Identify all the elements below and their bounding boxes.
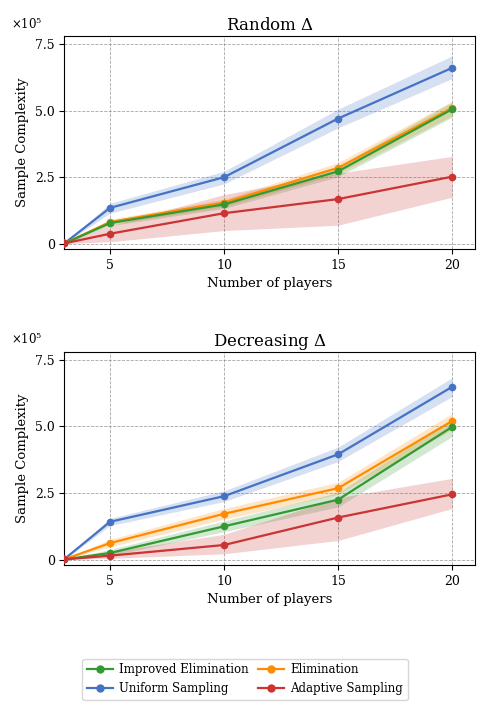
Uniform Sampling xyxy=(449,64,455,72)
Uniform Sampling xyxy=(61,239,67,248)
Y-axis label: Sample Complexity: Sample Complexity xyxy=(16,78,29,208)
Y-axis label: Sample Complexity: Sample Complexity xyxy=(16,393,29,523)
Line: Improved Elimination: Improved Elimination xyxy=(61,424,455,563)
Adaptive Sampling xyxy=(61,239,67,248)
Line: Uniform Sampling: Uniform Sampling xyxy=(61,65,455,246)
Line: Uniform Sampling: Uniform Sampling xyxy=(61,384,455,562)
Text: $\times10^5$: $\times10^5$ xyxy=(11,16,43,32)
Line: Improved Elimination: Improved Elimination xyxy=(61,106,455,246)
Elimination xyxy=(221,198,227,207)
Elimination xyxy=(61,239,67,248)
Legend: Improved Elimination, Uniform Sampling, Elimination, Adaptive Sampling: Improved Elimination, Uniform Sampling, … xyxy=(82,659,408,700)
Improved Elimination xyxy=(449,423,455,431)
Elimination xyxy=(449,104,455,112)
X-axis label: Number of players: Number of players xyxy=(207,593,332,606)
Improved Elimination xyxy=(61,239,67,248)
Elimination xyxy=(449,417,455,425)
Adaptive Sampling xyxy=(221,209,227,217)
X-axis label: Number of players: Number of players xyxy=(207,277,332,290)
Uniform Sampling xyxy=(107,517,113,526)
Adaptive Sampling xyxy=(449,172,455,181)
Elimination xyxy=(107,539,113,547)
Uniform Sampling xyxy=(107,203,113,212)
Improved Elimination xyxy=(107,219,113,227)
Uniform Sampling xyxy=(335,450,341,459)
Uniform Sampling xyxy=(61,555,67,563)
Adaptive Sampling xyxy=(61,555,67,563)
Uniform Sampling xyxy=(221,173,227,181)
Elimination xyxy=(61,555,67,563)
Adaptive Sampling xyxy=(107,229,113,238)
Adaptive Sampling xyxy=(335,513,341,522)
Elimination xyxy=(335,164,341,172)
Elimination xyxy=(221,510,227,518)
Improved Elimination xyxy=(335,496,341,504)
Improved Elimination xyxy=(449,105,455,114)
Line: Elimination: Elimination xyxy=(61,418,455,563)
Line: Adaptive Sampling: Adaptive Sampling xyxy=(61,491,455,563)
Improved Elimination xyxy=(335,167,341,176)
Improved Elimination xyxy=(221,201,227,209)
Uniform Sampling xyxy=(335,114,341,123)
Improved Elimination xyxy=(221,522,227,531)
Title: Decreasing $\Delta$: Decreasing $\Delta$ xyxy=(213,332,327,352)
Line: Adaptive Sampling: Adaptive Sampling xyxy=(61,174,455,246)
Adaptive Sampling xyxy=(221,541,227,549)
Adaptive Sampling xyxy=(335,195,341,203)
Uniform Sampling xyxy=(221,492,227,501)
Adaptive Sampling xyxy=(107,551,113,560)
Text: $\times10^5$: $\times10^5$ xyxy=(11,331,43,347)
Uniform Sampling xyxy=(449,383,455,391)
Improved Elimination xyxy=(61,555,67,563)
Improved Elimination xyxy=(107,549,113,557)
Title: Random $\Delta$: Random $\Delta$ xyxy=(225,17,314,35)
Elimination xyxy=(107,217,113,226)
Elimination xyxy=(335,484,341,492)
Line: Elimination: Elimination xyxy=(61,104,455,246)
Adaptive Sampling xyxy=(449,490,455,498)
